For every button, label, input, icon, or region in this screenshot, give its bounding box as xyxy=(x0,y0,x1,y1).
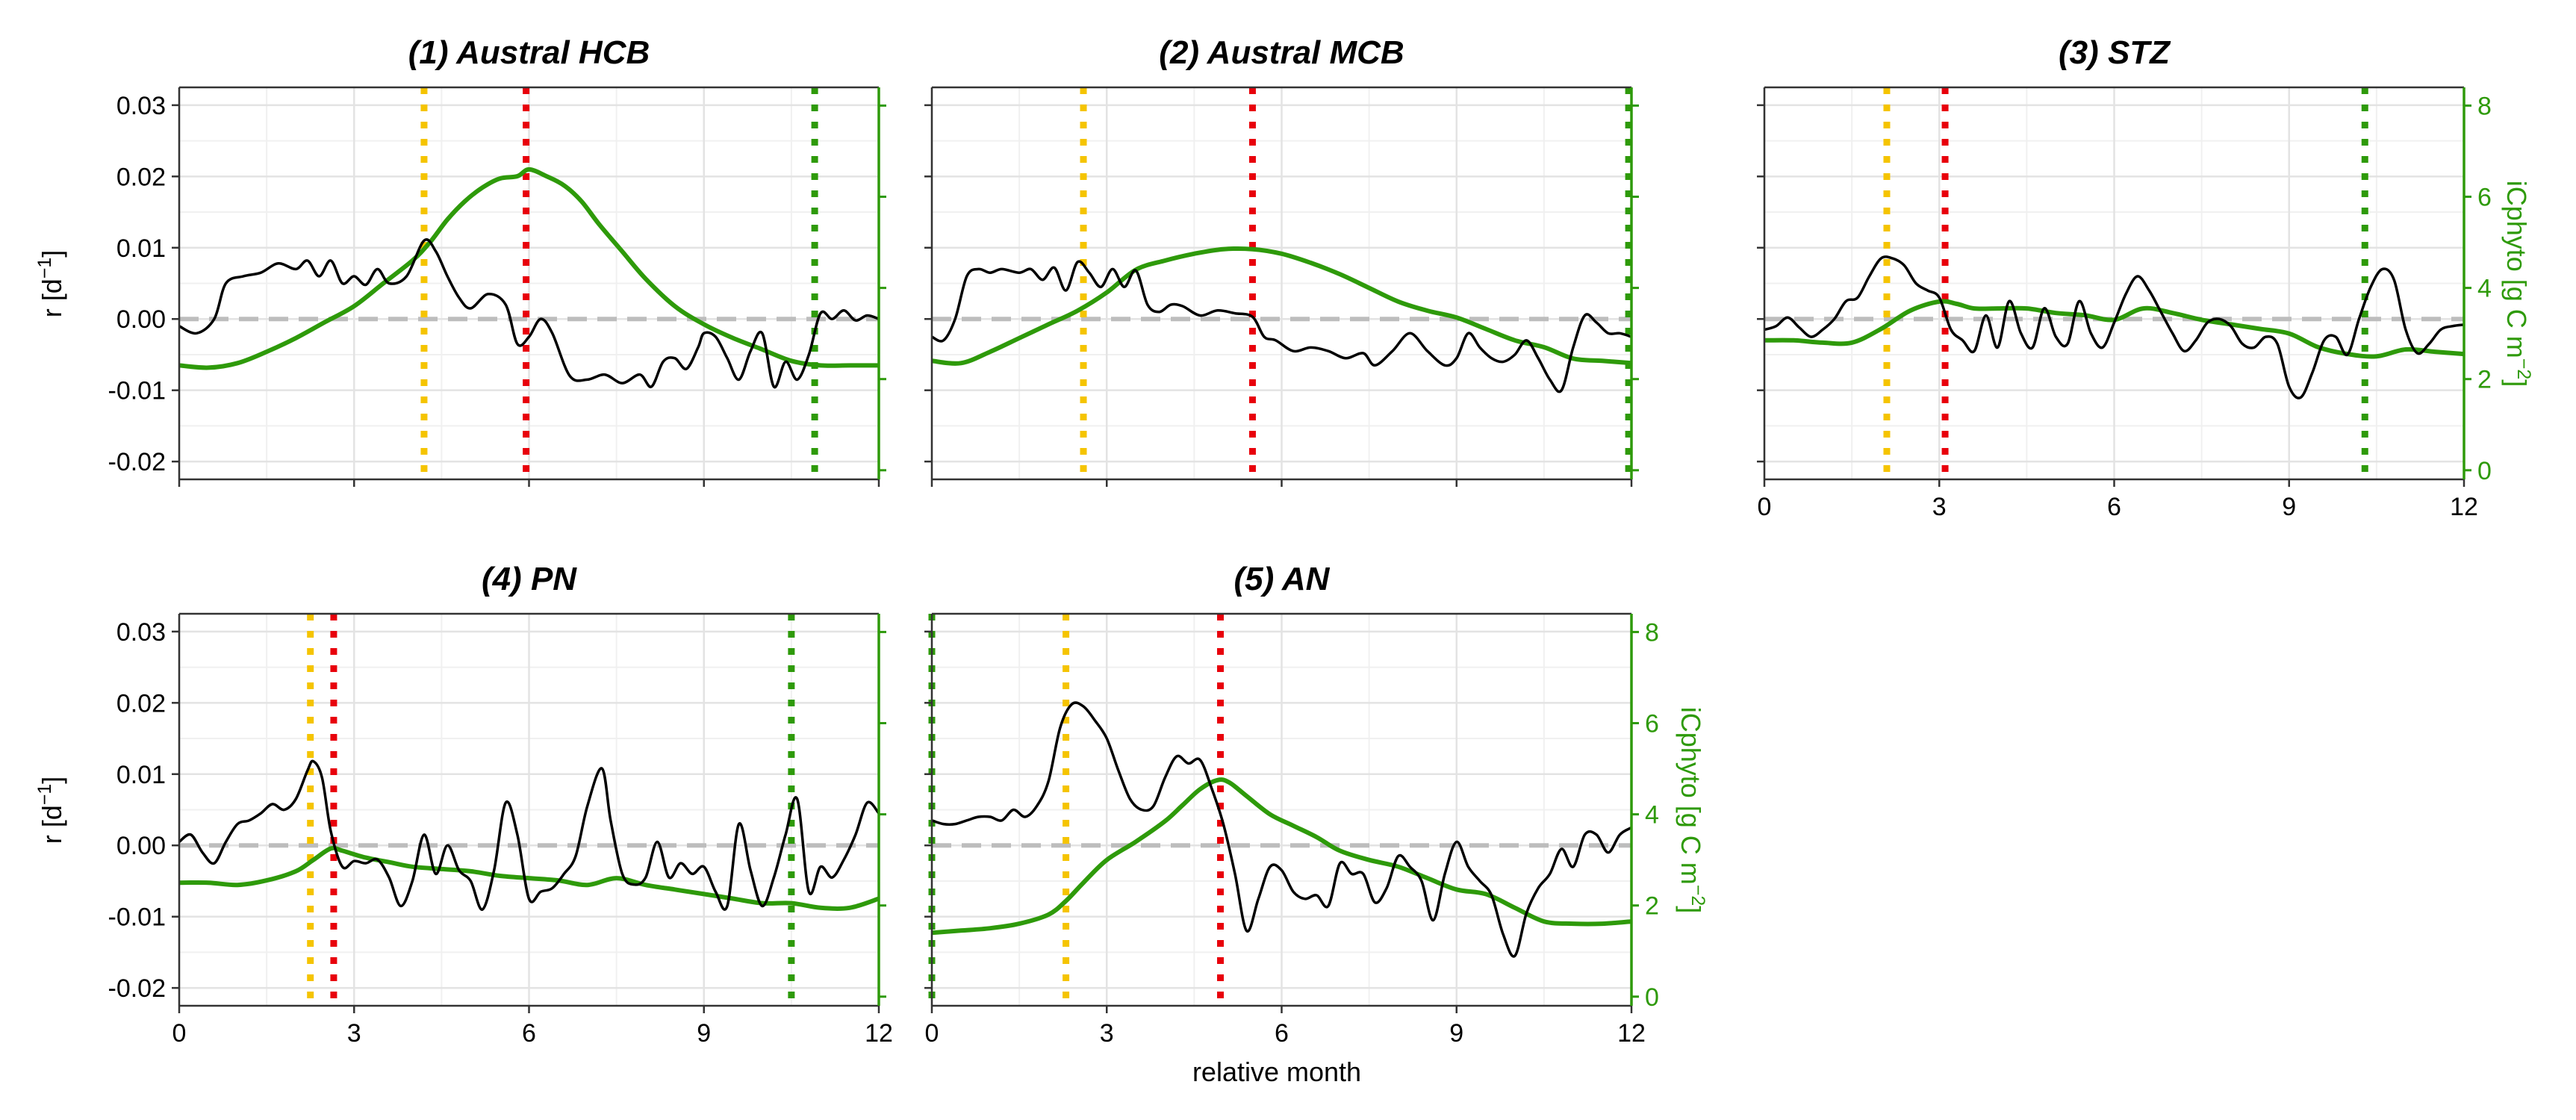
chart-panel-3: 0 2 4 6 8 0 3 6 9 12 (3) STZ xyxy=(1757,34,2492,521)
ylabel-end: ] xyxy=(37,250,67,258)
ylabel-text: r [d xyxy=(37,279,67,317)
svg-text:r [d−1]: r [d−1] xyxy=(34,250,67,318)
panel-title: (4) PN xyxy=(482,561,577,597)
y2label-end: ] xyxy=(2501,379,2532,387)
ylabel-text: r [d xyxy=(37,805,67,844)
x-tick-label: 12 xyxy=(2450,493,2478,521)
y-tick-label: -0.01 xyxy=(108,903,167,932)
x-tick-label: 9 xyxy=(1449,1019,1463,1048)
xlabel: relative month xyxy=(1192,1057,1361,1087)
x-tick-label: 12 xyxy=(1617,1019,1646,1048)
x-tick-label: 3 xyxy=(1932,493,1947,521)
panel-title: (1) Austral HCB xyxy=(408,34,650,71)
chart-panel-5: 0 2 4 6 8 0 3 6 9 12 (5) AN xyxy=(924,561,1659,1048)
y2-tick-label: 4 xyxy=(1645,801,1659,830)
y-tick-label: 0.02 xyxy=(116,689,166,718)
series-line-r xyxy=(179,759,879,911)
y2label-panel5: iCphyto [g C m−2] xyxy=(1676,707,1708,914)
x-tick-label: 6 xyxy=(522,1019,536,1048)
panel-title: (2) Austral MCB xyxy=(1159,34,1404,71)
chart-panel-2: (2) Austral MCB xyxy=(924,34,1639,487)
y2-tick-label: 6 xyxy=(1645,710,1659,738)
y-tick-label: 0.03 xyxy=(116,618,166,647)
x-tick-label: 9 xyxy=(2282,493,2296,521)
x-tick-label: 3 xyxy=(1100,1019,1114,1048)
ylabel-sup: −1 xyxy=(34,258,55,279)
y-tick-label: 0.02 xyxy=(116,163,166,191)
ylabel-end: ] xyxy=(37,777,67,784)
series-line-r xyxy=(932,260,1631,393)
y2-tick-label: 2 xyxy=(2477,366,2492,394)
panel-title: (3) STZ xyxy=(2059,34,2171,71)
y2-tick-label: 0 xyxy=(1645,983,1659,1012)
y-tick-label: 0.00 xyxy=(116,832,166,860)
series-line-icphyto xyxy=(932,246,1631,366)
series-line-icphyto xyxy=(179,845,879,911)
ylabel-sup: −1 xyxy=(34,784,55,806)
y-tick-label: -0.02 xyxy=(108,974,167,1003)
svg-text:iCphyto [g C m−2]: iCphyto [g C m−2] xyxy=(2501,181,2534,388)
series-line-icphyto xyxy=(179,167,879,370)
chart-panel-1: -0.02 -0.01 0.00 0.01 0.02 0.03 (1) Austral HC… xyxy=(108,34,886,487)
y2label-panel3: iCphyto [g C m−2] xyxy=(2501,181,2534,388)
y2label-text: iCphyto [g C m xyxy=(1676,707,1706,885)
series-line-r xyxy=(932,701,1631,958)
y2-tick-label: 0 xyxy=(2477,457,2492,485)
y-tick-label: -0.01 xyxy=(108,377,167,405)
y2-tick-label: 4 xyxy=(2477,275,2492,303)
y-tick-label: 0.01 xyxy=(116,761,166,789)
svg-text:r [d−1]: r [d−1] xyxy=(34,777,67,844)
x-tick-label: 12 xyxy=(865,1019,893,1048)
x-tick-label: 6 xyxy=(1275,1019,1289,1048)
y2-tick-label: 8 xyxy=(1645,618,1659,647)
x-tick-label: 0 xyxy=(925,1019,939,1048)
y2-tick-label: 2 xyxy=(1645,892,1659,921)
series-line-icphyto xyxy=(932,777,1631,936)
ylabel-row1: r [d−1] xyxy=(34,250,67,318)
y-tick-label: 0.03 xyxy=(116,92,166,120)
y2-tick-label: 6 xyxy=(2477,184,2492,212)
x-tick-label: 9 xyxy=(697,1019,711,1048)
ylabel-row2: r [d−1] xyxy=(34,777,67,844)
y2label-sup: −2 xyxy=(2513,358,2534,380)
panel-title: (5) AN xyxy=(1234,561,1331,597)
y2label-end: ] xyxy=(1676,906,1706,913)
y-tick-label: -0.02 xyxy=(108,448,167,476)
y2-tick-label: 8 xyxy=(2477,92,2492,120)
y-tick-label: 0.01 xyxy=(116,234,166,263)
series-line-r xyxy=(1764,255,2464,399)
svg-text:iCphyto [g C m−2]: iCphyto [g C m−2] xyxy=(1676,707,1708,914)
x-tick-label: 0 xyxy=(1758,493,1772,521)
series-line-r xyxy=(179,238,879,389)
x-tick-label: 0 xyxy=(172,1019,187,1048)
y2label-sup: −2 xyxy=(1687,885,1708,906)
x-tick-label: 3 xyxy=(347,1019,361,1048)
x-tick-label: 6 xyxy=(2107,493,2121,521)
y-tick-label: 0.00 xyxy=(116,305,166,334)
y2label-text: iCphyto [g C m xyxy=(2501,181,2532,358)
chart-panel-4: -0.02 -0.01 0.00 0.01 0.02 0.03 0 3 6 9 12 (4) PN xyxy=(108,561,893,1048)
